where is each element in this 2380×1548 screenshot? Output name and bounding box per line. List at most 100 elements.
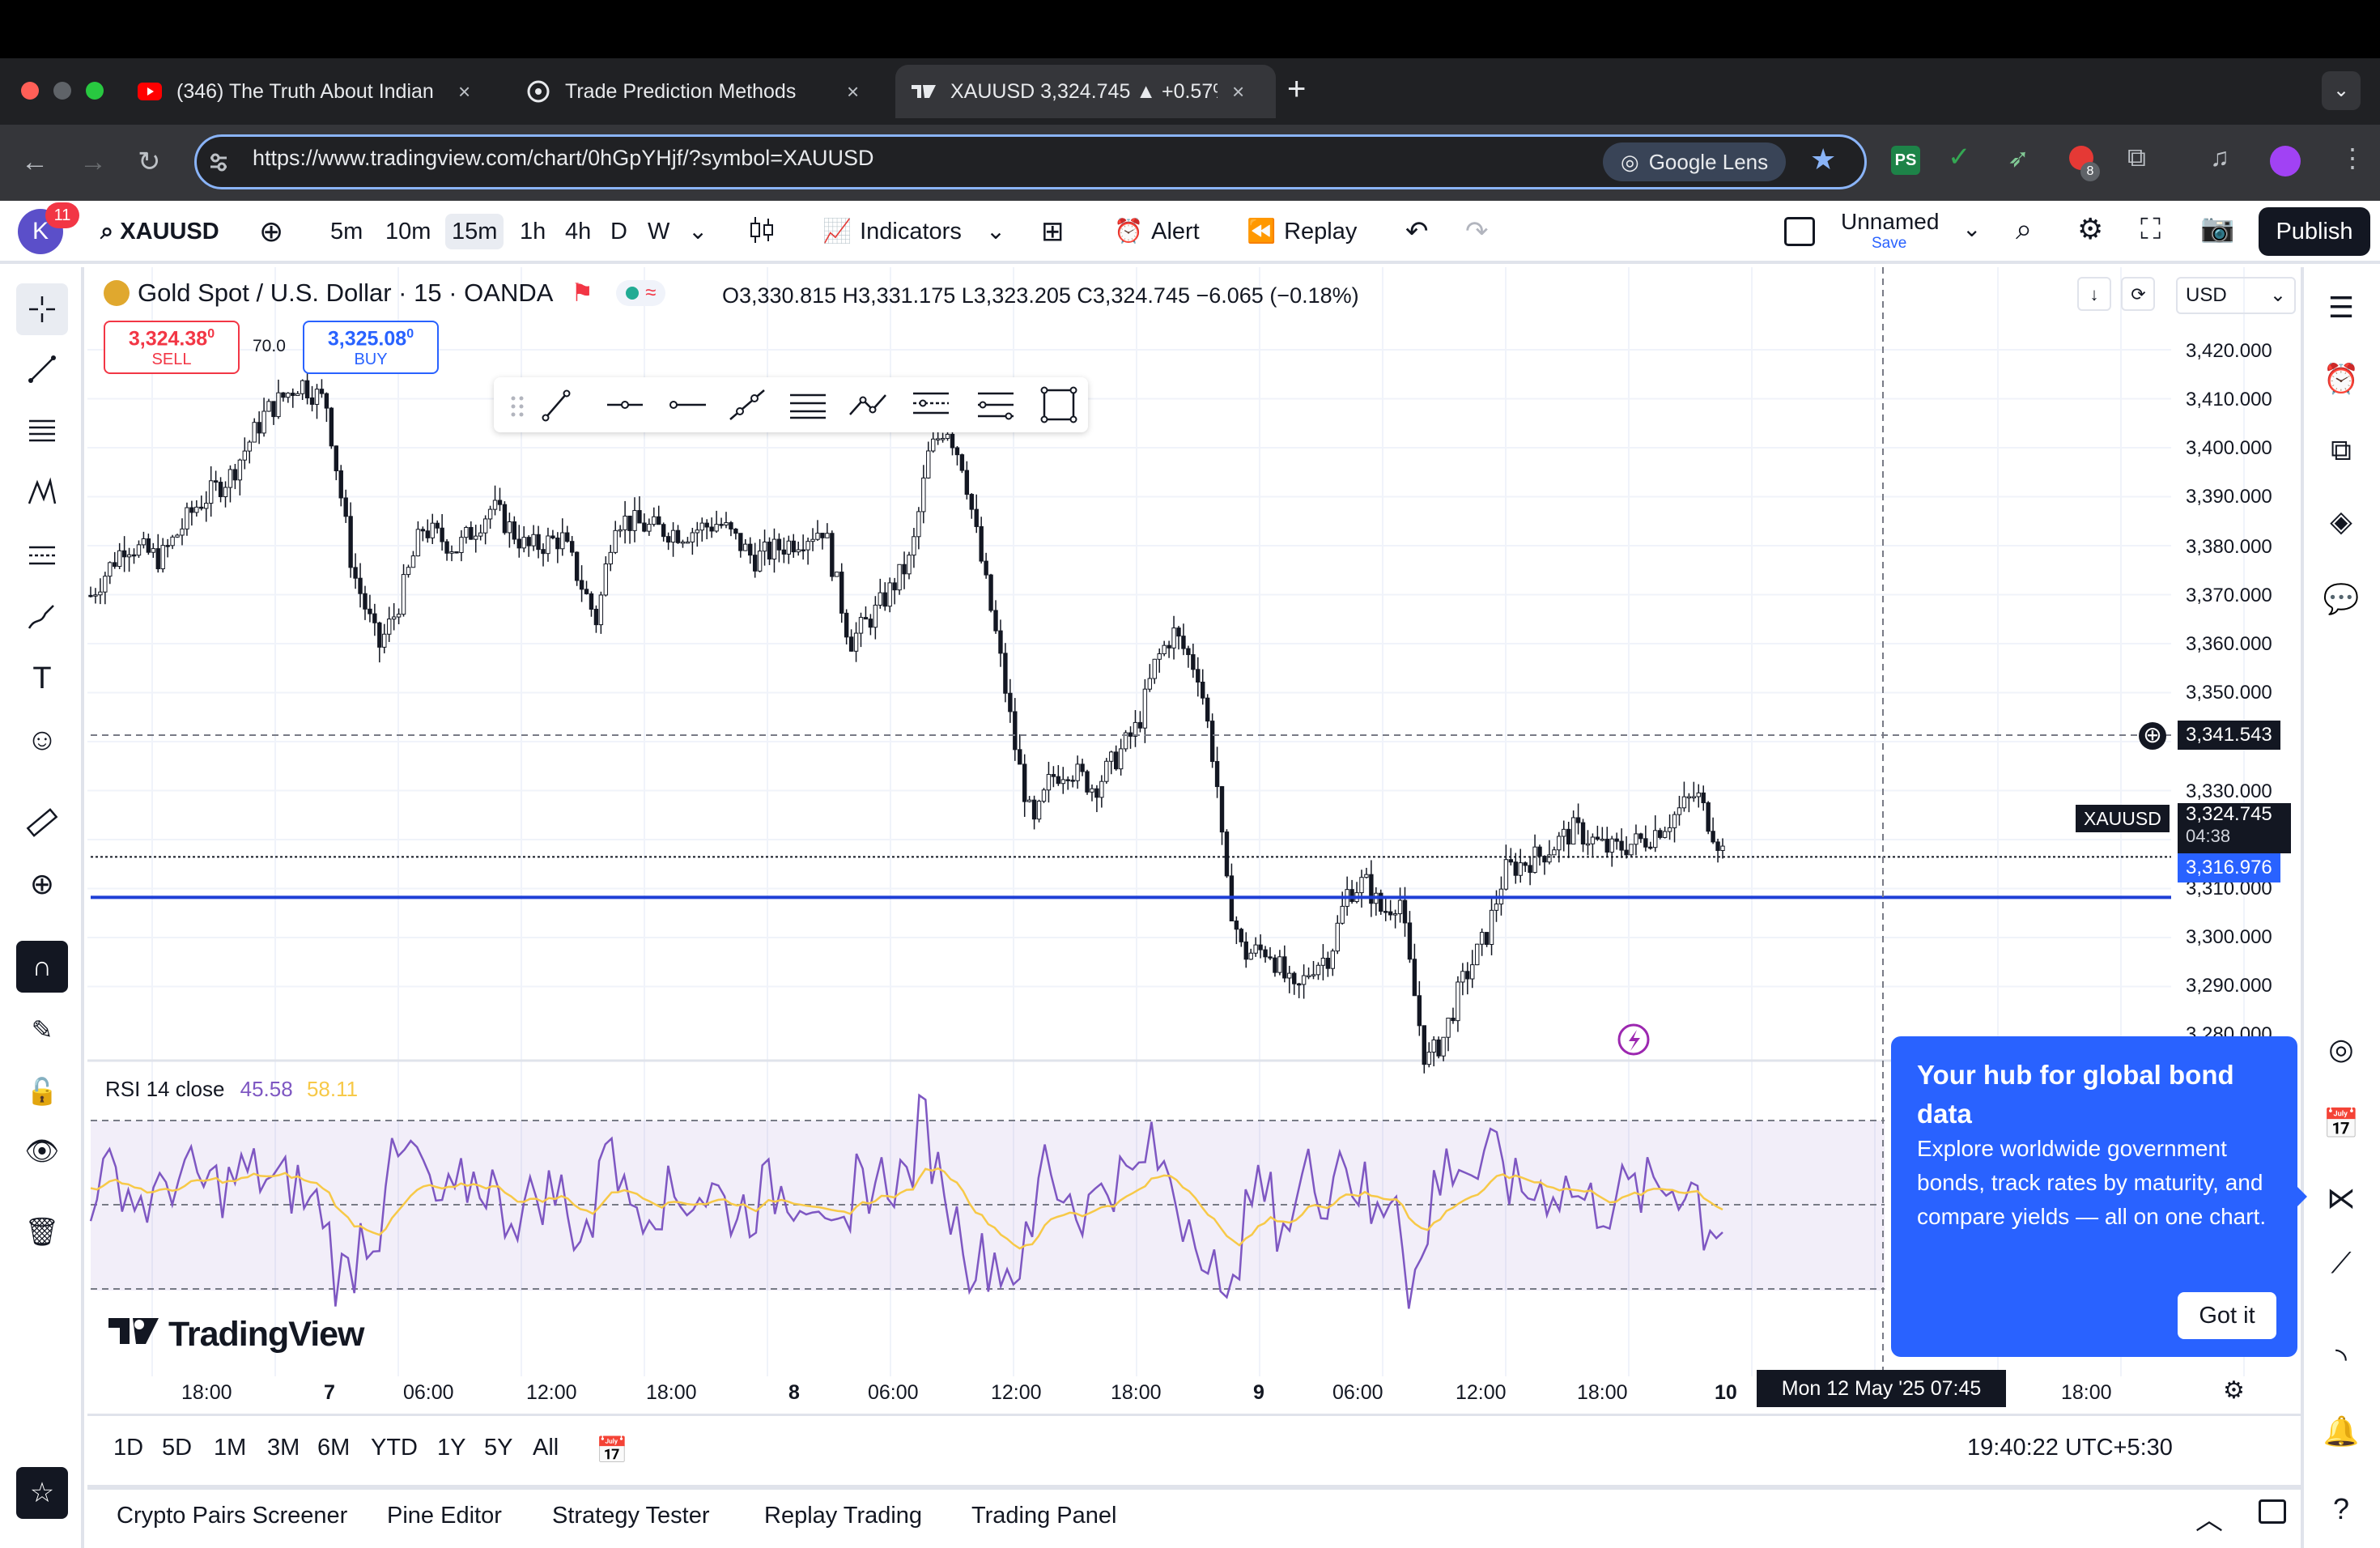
extension-check-icon[interactable]: ✓ bbox=[1948, 142, 1971, 172]
chart-legend[interactable]: Gold Spot / U.S. Dollar · 15 · OANDA ⚑ ≈ bbox=[104, 279, 666, 308]
alerts-clock-icon[interactable]: ⏰ bbox=[2323, 362, 2360, 395]
chart-clock[interactable]: 19:40:22 UTC+5:30 bbox=[1967, 1435, 2173, 1461]
close-tab-icon[interactable]: × bbox=[458, 79, 471, 104]
compare-symbol-icon[interactable]: ⊕ bbox=[259, 215, 284, 248]
range-3m[interactable]: 3M bbox=[267, 1435, 300, 1461]
reload-icon[interactable]: ↻ bbox=[138, 147, 161, 177]
interval-4h[interactable]: 4h bbox=[565, 219, 592, 245]
layout-grid-icon[interactable]: ⊞ bbox=[1041, 216, 1065, 247]
ruler-tool-icon[interactable] bbox=[16, 797, 68, 848]
range-1y[interactable]: 1Y bbox=[437, 1435, 466, 1461]
lock-icon[interactable]: 🔓 bbox=[26, 1077, 58, 1106]
object-tree-icon[interactable]: ⧉ bbox=[2331, 432, 2352, 466]
notification-bell-icon[interactable]: 🔔 bbox=[2323, 1414, 2360, 1448]
auto-scale-icon[interactable]: ⟳ bbox=[2121, 277, 2156, 311]
tradingview-watermark[interactable]: TradingView bbox=[108, 1315, 364, 1354]
tab-search-button[interactable]: ⌄ bbox=[2322, 71, 2361, 110]
range-1m[interactable]: 1M bbox=[214, 1435, 247, 1461]
help-icon[interactable]: ? bbox=[2332, 1492, 2350, 1525]
symbol-search[interactable]: ⌕ XAUUSD bbox=[100, 214, 219, 249]
chrome-menu-icon[interactable]: ⋮ bbox=[2340, 143, 2365, 172]
quick-search-icon[interactable]: ⌕ bbox=[2016, 212, 2033, 245]
settings-gear-icon[interactable]: ⚙ bbox=[2077, 212, 2104, 245]
fib-tool-icon[interactable] bbox=[16, 405, 68, 457]
sell-button[interactable]: 3,324.380 SELL bbox=[104, 321, 240, 374]
crosshair-tool-icon[interactable] bbox=[16, 283, 68, 335]
range-5d[interactable]: 5D bbox=[162, 1435, 193, 1461]
interval-w[interactable]: W bbox=[648, 219, 670, 245]
interval-dropdown-icon[interactable]: ⌄ bbox=[688, 219, 708, 245]
interval-10m[interactable]: 10m bbox=[385, 219, 431, 245]
buy-button[interactable]: 3,325.080 BUY bbox=[303, 321, 439, 374]
range-ytd[interactable]: YTD bbox=[371, 1435, 418, 1461]
forecast-tool-icon[interactable] bbox=[16, 529, 68, 581]
close-tab-icon[interactable]: × bbox=[1232, 79, 1245, 104]
profile-avatar[interactable] bbox=[2270, 146, 2301, 176]
minimize-window-button[interactable] bbox=[53, 82, 71, 100]
maximize-window-button[interactable] bbox=[86, 82, 104, 100]
trash-icon[interactable]: 🗑 bbox=[24, 1217, 60, 1248]
tab-chatgpt[interactable]: Trade Prediction Methods × bbox=[510, 65, 890, 118]
interval-1h[interactable]: 1h bbox=[520, 219, 546, 245]
collapse-panel-icon[interactable]: ︿ bbox=[2195, 1505, 2223, 1536]
range-1d[interactable]: 1D bbox=[113, 1435, 144, 1461]
tab-replay-trading[interactable]: Replay Trading bbox=[764, 1503, 923, 1529]
address-bar[interactable] bbox=[194, 134, 1867, 189]
layout-menu-chevron-icon[interactable]: ⌄ bbox=[1962, 216, 1982, 241]
url-text[interactable]: https://www.tradingview.com/chart/0hGpYH… bbox=[253, 146, 874, 170]
got-it-button[interactable]: Got it bbox=[2178, 1292, 2276, 1339]
pattern-tool-icon[interactable] bbox=[16, 466, 68, 518]
zoom-in-tool-icon[interactable]: ⊕ bbox=[29, 867, 55, 900]
replay-button[interactable]: ⏪ Replay bbox=[1247, 214, 1357, 249]
pine-chart-icon[interactable]: ⟋ bbox=[2331, 1245, 2352, 1279]
scroll-to-realtime-icon[interactable]: ↓ bbox=[2077, 277, 2111, 311]
trend-line-tool-icon[interactable] bbox=[16, 343, 68, 395]
text-tool-icon[interactable]: T bbox=[32, 661, 52, 695]
close-tab-icon[interactable]: × bbox=[847, 79, 860, 104]
tab-crypto-pairs-screener[interactable]: Crypto Pairs Screener bbox=[117, 1503, 348, 1529]
chart-canvas[interactable] bbox=[87, 267, 2301, 1414]
publish-button[interactable]: Publish bbox=[2259, 207, 2370, 256]
indicators-button[interactable]: 📈 Indicators ⌄ bbox=[822, 214, 1005, 249]
flag-icon[interactable]: ⚑ bbox=[571, 279, 594, 307]
google-lens-button[interactable]: ◎ Google Lens bbox=[1603, 142, 1787, 181]
extension-rocket-icon[interactable]: ➶ bbox=[2008, 143, 2029, 172]
fullscreen-icon[interactable]: ⛶ bbox=[2140, 212, 2161, 245]
range-all[interactable]: All bbox=[533, 1435, 559, 1461]
time-axis-settings-icon[interactable]: ⚙ bbox=[2223, 1377, 2245, 1404]
layout-checkbox-icon[interactable] bbox=[1784, 217, 1815, 246]
back-icon[interactable]: ← bbox=[21, 147, 49, 177]
lock-drawing-pencil-icon[interactable]: ✎ bbox=[31, 1015, 53, 1044]
tab-youtube[interactable]: (346) The Truth About Indian × bbox=[121, 65, 502, 118]
extension-ps-icon[interactable]: PS bbox=[1891, 146, 1920, 175]
chat-icon[interactable]: 💬 bbox=[2323, 582, 2360, 615]
bookmark-star-icon[interactable]: ★ bbox=[1810, 142, 1837, 176]
target-icon[interactable]: ◎ bbox=[2328, 1032, 2354, 1065]
rsi-legend[interactable]: RSI 14 close 45.58 58.11 bbox=[105, 1077, 358, 1102]
brush-tool-icon[interactable] bbox=[16, 591, 68, 643]
calendar-icon[interactable]: 📅 bbox=[2323, 1107, 2360, 1140]
favorites-star-icon[interactable]: ☆ bbox=[16, 1467, 68, 1519]
add-alert-plus-icon[interactable]: ⊕ bbox=[2139, 722, 2166, 750]
interval-15m[interactable]: 15m bbox=[445, 214, 504, 249]
layout-save-link[interactable]: Save bbox=[1872, 235, 1907, 252]
ideas-chart-icon[interactable]: ⋉ bbox=[2327, 1181, 2356, 1214]
tab-trading-panel[interactable]: Trading Panel bbox=[971, 1503, 1117, 1529]
tab-strategy-tester[interactable]: Strategy Tester bbox=[552, 1503, 710, 1529]
tab-tradingview[interactable]: XAUUSD 3,324.745 ▲ +0.57% × bbox=[895, 65, 1276, 118]
go-to-date-icon[interactable]: 📅 bbox=[596, 1435, 628, 1465]
magnet-tool-icon[interactable]: ∩ bbox=[16, 941, 68, 993]
signal-stream-icon[interactable]: ◝ bbox=[2335, 1342, 2347, 1375]
range-6m[interactable]: 6M bbox=[317, 1435, 351, 1461]
watchlist-icon[interactable]: ☰ bbox=[2327, 291, 2355, 324]
forward-icon[interactable]: → bbox=[79, 147, 107, 177]
range-5y[interactable]: 5Y bbox=[484, 1435, 513, 1461]
alert-button[interactable]: ⏰ Alert bbox=[1114, 214, 1200, 249]
site-settings-icon[interactable] bbox=[207, 151, 230, 177]
layout-name[interactable]: Unnamed bbox=[1841, 209, 1940, 234]
candle-type-icon[interactable] bbox=[748, 214, 776, 257]
close-window-button[interactable] bbox=[21, 82, 39, 100]
media-controls-icon[interactable]: ♫ bbox=[2210, 142, 2229, 172]
emoji-tool-icon[interactable]: ☺ bbox=[26, 722, 58, 757]
interval-d[interactable]: D bbox=[610, 219, 627, 245]
